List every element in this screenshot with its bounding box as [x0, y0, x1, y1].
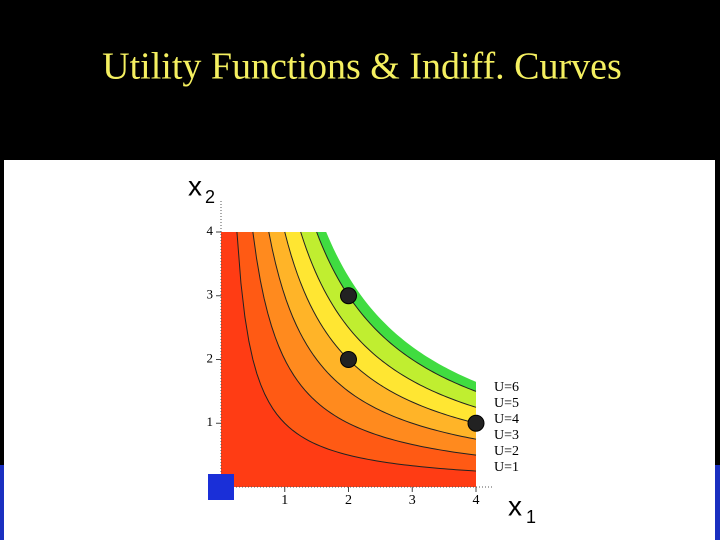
indifference-curve	[252, 231, 477, 456]
curve-label: U=2	[494, 444, 519, 459]
y-tick-label: 4	[207, 223, 214, 238]
curve-label: U=3	[494, 428, 519, 443]
curve-label: U=5	[494, 396, 519, 411]
curve-label: U=4	[494, 412, 519, 427]
y-axis-label-sub: 2	[205, 187, 215, 207]
bundle-point	[467, 414, 485, 432]
indifference-curve	[236, 231, 477, 472]
curve-label: U=1	[494, 460, 519, 475]
bundle-point	[340, 351, 357, 368]
indifference-curve	[284, 231, 477, 424]
indifference-curve	[316, 231, 477, 392]
indifference-curve	[268, 231, 477, 440]
bundle-point	[340, 287, 357, 305]
y-tick-label: 3	[207, 287, 214, 302]
x-tick-label: 2	[345, 493, 352, 508]
y-axis-label: x	[188, 170, 202, 201]
x-tick-label: 4	[473, 493, 480, 508]
slide-title: Utility Functions & Indiff. Curves	[102, 46, 622, 88]
y-tick-label: 2	[207, 350, 214, 365]
x-tick-label: 1	[281, 493, 288, 508]
x-axis-label-sub: 1	[526, 507, 536, 527]
y-tick-label: 1	[207, 414, 214, 429]
curve-label: U=6	[494, 380, 519, 395]
indifference-curve	[300, 231, 477, 408]
origin-square	[208, 474, 234, 500]
x-axis-label: x	[508, 490, 522, 521]
x-tick-label: 3	[409, 493, 416, 508]
